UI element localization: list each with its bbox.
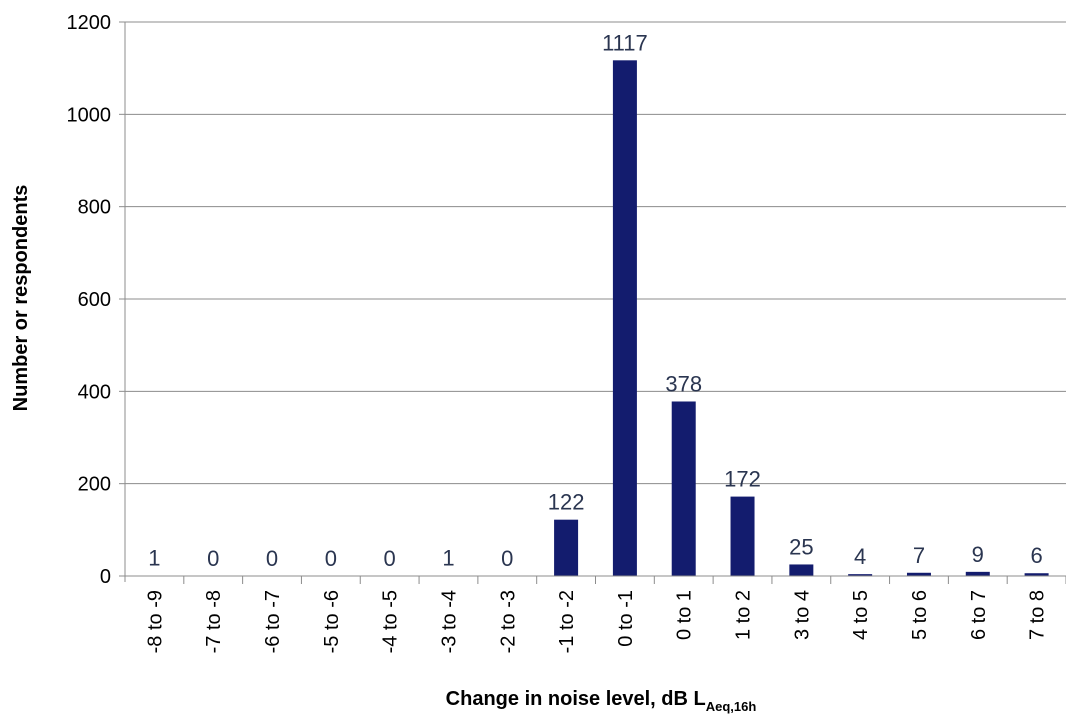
y-tick-label: 600 <box>78 289 111 311</box>
y-tick-label: 1000 <box>67 104 112 126</box>
y-tick-label: 0 <box>100 566 111 588</box>
bar-9 <box>672 401 696 576</box>
axes <box>119 22 1066 584</box>
data-label: 0 <box>325 546 337 571</box>
x-tick-labels: -8 to -9 -7 to -8 -6 to -7 -5 to -6 -4 to -5… <box>144 590 1048 653</box>
data-label: 4 <box>854 544 866 569</box>
data-label: 122 <box>548 490 585 515</box>
x-tick-label: 0 to -1 <box>615 590 637 647</box>
bars <box>142 60 1048 576</box>
x-tick-label: 1 to 2 <box>733 590 755 640</box>
data-label: 0 <box>384 546 396 571</box>
x-tick-label: -6 to -7 <box>262 590 284 653</box>
data-labels: 1 0 0 0 0 1 0 122 1117 378 172 25 4 7 9 6 <box>148 30 1042 571</box>
y-axis-title: Number or respondents <box>10 185 32 412</box>
x-tick-label: -1 to -2 <box>556 590 578 653</box>
data-label: 25 <box>789 534 813 559</box>
bar-8 <box>613 60 637 576</box>
x-tick-label: -4 to -5 <box>380 590 402 653</box>
data-label: 172 <box>724 467 761 492</box>
data-label: 0 <box>207 546 219 571</box>
y-tick-label: 200 <box>78 474 111 496</box>
data-label: 1117 <box>602 30 648 55</box>
data-label: 1 <box>442 546 454 571</box>
x-tick-label: 7 to 8 <box>1027 590 1049 640</box>
x-tick-label: -2 to -3 <box>497 590 519 653</box>
data-label: 6 <box>1030 543 1042 568</box>
x-axis-title-main: Change in noise level, dB L <box>446 688 706 710</box>
gridlines <box>125 22 1066 484</box>
data-label: 0 <box>501 546 513 571</box>
y-tick-label: 800 <box>78 197 111 219</box>
bar-7 <box>554 520 578 576</box>
y-tick-label: 400 <box>78 381 111 403</box>
x-tick-label: 0 to 1 <box>674 590 696 640</box>
y-tick-label: 1200 <box>67 12 112 34</box>
x-tick-label: 3 to 4 <box>791 590 813 640</box>
x-axis-title-subscript: Aeq,16h <box>706 699 757 714</box>
y-tick-labels: 0 200 400 600 800 1000 1200 <box>67 12 112 588</box>
x-tick-label: -8 to -9 <box>144 590 166 653</box>
x-tick-label: 5 to 6 <box>909 590 931 640</box>
bar-10 <box>731 497 755 576</box>
bar-14 <box>966 572 990 576</box>
data-label: 0 <box>266 546 278 571</box>
data-label: 9 <box>972 542 984 567</box>
x-tick-label: -3 to -4 <box>438 590 460 653</box>
x-axis-title: Change in noise level, dB LAeq,16h <box>446 688 757 714</box>
data-label: 7 <box>913 543 925 568</box>
x-tick-label: -7 to -8 <box>203 590 225 653</box>
data-label: 1 <box>148 546 160 571</box>
x-tick-label: 6 to 7 <box>968 590 990 640</box>
x-tick-label: -5 to -6 <box>321 590 343 653</box>
data-label: 378 <box>665 371 702 396</box>
x-tick-label: 4 to 5 <box>850 590 872 640</box>
bar-11 <box>789 564 813 576</box>
